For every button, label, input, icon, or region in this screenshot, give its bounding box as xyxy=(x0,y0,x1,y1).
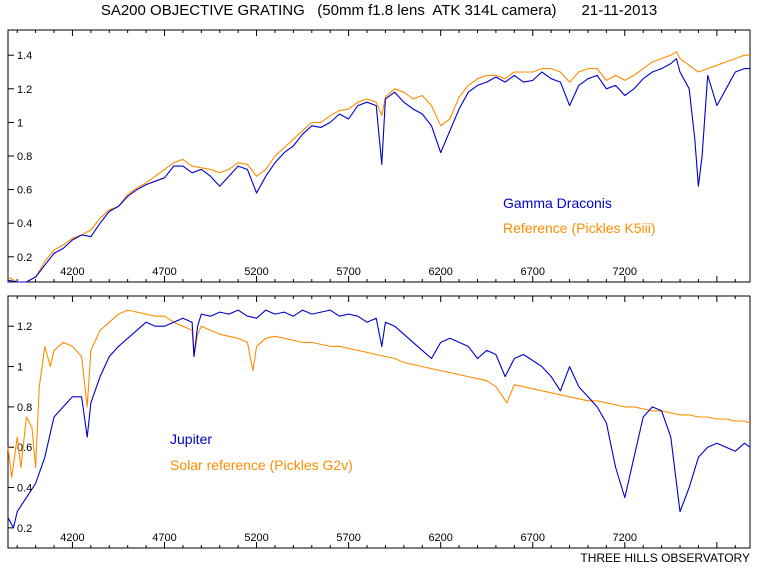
plot-frame xyxy=(7,29,751,283)
legend-label: Jupiter xyxy=(170,431,212,447)
x-tick-label: 5700 xyxy=(336,266,360,278)
legend-label: Gamma Draconis xyxy=(503,195,612,211)
series-line-solar-reference-pickles-g2v- xyxy=(7,309,751,478)
y-tick-label: 0.2 xyxy=(17,252,32,264)
x-tick-label: 5200 xyxy=(244,532,268,544)
x-tick-label: 5700 xyxy=(336,532,360,544)
chart-panel-2: 0.2 0.4 0.6 0.8 1 1.2 4200 4700 5200 5700 6200 6700… xyxy=(7,295,751,549)
y-tick-label: 1.4 xyxy=(17,50,32,62)
x-tick-label: 6200 xyxy=(428,266,452,278)
observatory-credit: THREE HILLS OBSERVATORY xyxy=(580,551,750,565)
y-tick-label: 0.4 xyxy=(17,218,32,230)
y-tick-label: 1.2 xyxy=(17,321,32,333)
y-tick-label: 0.8 xyxy=(17,151,32,163)
y-tick-label: 1.2 xyxy=(17,84,32,96)
series-line-reference-pickles-k5iii- xyxy=(7,51,750,283)
x-tick-label: 6200 xyxy=(428,532,452,544)
chart-panel-1: 0.2 0.4 0.6 0.8 1 1.2 1.4 4200 4700 5200 5700 6200 6… xyxy=(7,29,751,283)
x-tick-label: 4200 xyxy=(60,266,84,278)
x-tick-label: 4700 xyxy=(152,532,176,544)
y-tick-label: 1 xyxy=(17,117,23,129)
x-tick-label: 4200 xyxy=(60,532,84,544)
x-tick-label: 7200 xyxy=(613,266,637,278)
x-tick-label: 6700 xyxy=(520,532,544,544)
x-tick-label: 5200 xyxy=(244,266,268,278)
series-line-jupiter xyxy=(7,309,751,529)
chart-title: SA200 OBJECTIVE GRATING (50mm f1.8 lens … xyxy=(100,2,658,19)
y-tick-label: 0.6 xyxy=(17,442,32,454)
legend-label: Reference (Pickles K5iii) xyxy=(503,220,656,236)
series-line-gamma-draconis xyxy=(7,58,750,283)
y-tick-label: 0.2 xyxy=(17,523,32,535)
y-tick-label: 0.4 xyxy=(17,483,32,495)
x-tick-label: 6700 xyxy=(520,266,544,278)
y-tick-label: 0.6 xyxy=(17,185,32,197)
x-tick-label: 7200 xyxy=(613,532,637,544)
y-tick-label: 0.8 xyxy=(17,402,32,414)
y-tick-label: 1 xyxy=(17,362,23,374)
x-tick-label: 4700 xyxy=(152,266,176,278)
legend-label: Solar reference (Pickles G2v) xyxy=(170,457,353,473)
plot-frame xyxy=(7,295,751,549)
